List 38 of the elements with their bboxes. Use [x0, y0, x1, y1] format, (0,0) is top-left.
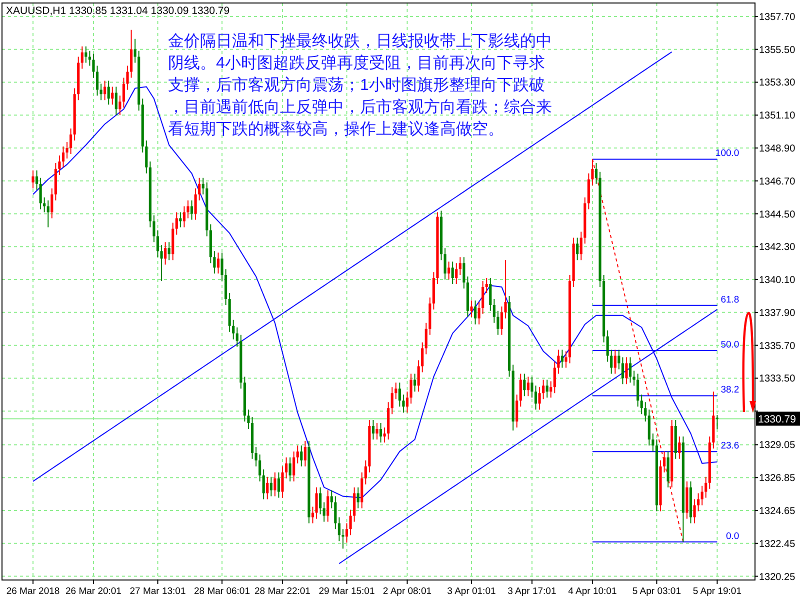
y-tick-label: 1351.10 [759, 110, 796, 122]
y-tick-label: 1335.70 [759, 340, 796, 352]
x-tick-label: 3 Apr 17:01 [508, 586, 556, 597]
y-tick-label: 1337.90 [759, 308, 796, 319]
y-tick-label: 1353.30 [759, 78, 796, 89]
series-label: 50.0 [720, 340, 740, 351]
y-tick-label: 1326.85 [759, 473, 796, 484]
series-label: 61.8 [720, 294, 740, 306]
series-label: 38.2 [720, 384, 740, 396]
x-tick-label: 28 Mar 22:01 [254, 586, 310, 597]
y-tick-label: 1342.30 [759, 242, 796, 254]
chart-title: XAUUSD,H1 1330.85 1331.04 1330.09 1330.79 [6, 5, 230, 17]
series-label: 100.0 [715, 148, 740, 160]
x-tick-label: 2 Apr 08:01 [382, 586, 432, 597]
x-tick-label: 3 Apr 01:01 [447, 586, 496, 597]
y-tick-label: 1340.10 [759, 275, 796, 286]
x-tick-label: 26 Mar 2018 [6, 586, 60, 597]
y-tick-label: 1348.90 [759, 143, 796, 154]
y-tick-label: 1355.50 [759, 44, 796, 56]
annotation: 金价隔日温和下挫最终收跌，日线报收带上下影线的中阴线。4小时图超跌反弹再度受阻，目前再次向下寻求支撑，后市客观方向震荡；1小时图旗形整理向下跌破，目前遇前低向上反弹中，后市客观方向看跌；综合来看短期下跌的概率较高，操作上建议逢高做空。 [168, 32, 552, 138]
x-tick-label: 4 Apr 10:01 [568, 586, 617, 597]
y-tick-label: 1333.50 [759, 374, 796, 385]
y-tick-label: 1346.70 [759, 176, 796, 188]
x-tick-label: 5 Apr 03:01 [632, 586, 682, 597]
x-tick-label: 5 Apr 19:01 [692, 586, 742, 597]
y-tick-label: 1324.65 [759, 506, 796, 517]
x-tick-label: 28 Mar 06:01 [194, 586, 250, 597]
series-label: 0.0 [726, 530, 740, 542]
y-tick-label: 1320.25 [759, 572, 796, 583]
y-tick-label: 1344.50 [759, 209, 796, 220]
series-label: 23.6 [720, 440, 740, 452]
x-tick-label: 27 Mar 13:01 [130, 586, 186, 597]
ref-line-label: 1330.79 [758, 414, 796, 426]
x-tick-label: 26 Mar 20:01 [65, 586, 122, 597]
y-tick-label: 1329.05 [759, 440, 796, 452]
x-tick-label: 29 Mar 15:01 [318, 586, 375, 597]
y-tick-label: 1357.70 [759, 12, 796, 23]
y-tick-label: 1322.45 [759, 538, 796, 550]
